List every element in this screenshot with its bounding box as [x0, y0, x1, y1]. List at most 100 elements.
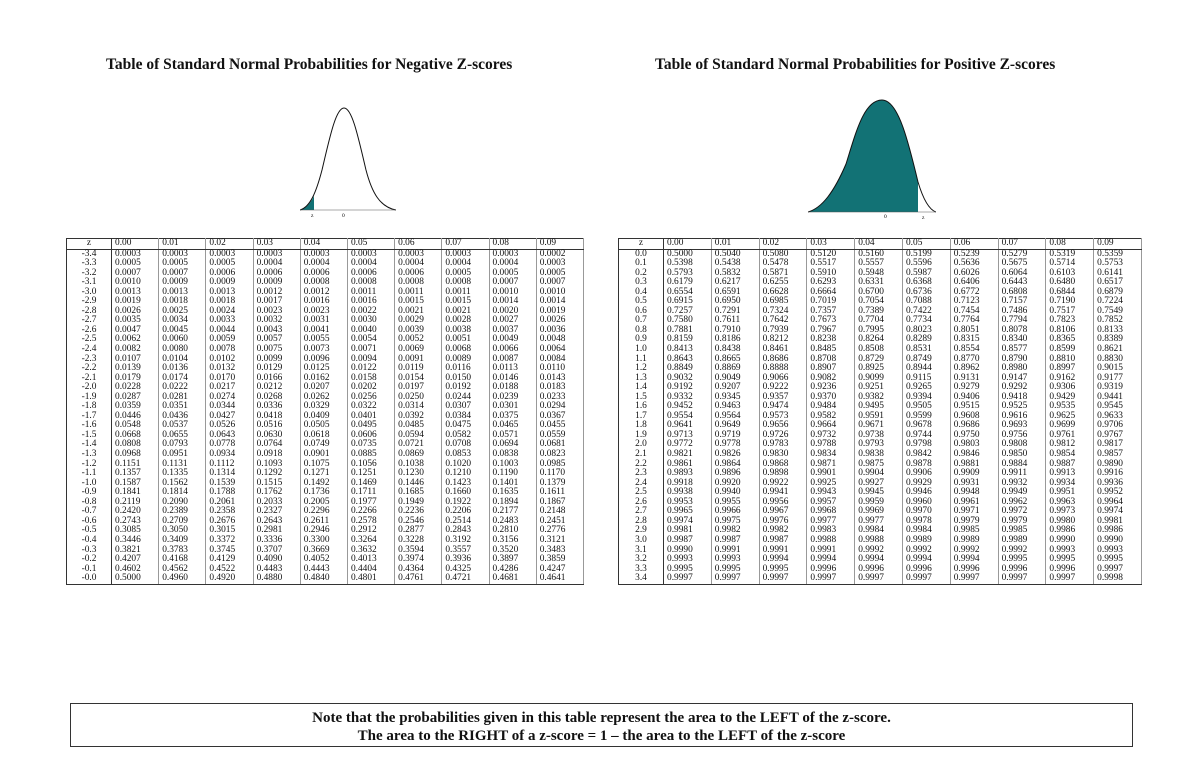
probability-cell: 0.9418	[998, 392, 1047, 403]
table-row: 1.2 0.8849 0.8869 0.8888 0.8907 0.8925 0.8944 0…	[618, 364, 1142, 374]
z-value-cell: 1.4	[618, 383, 664, 393]
probability-cell: 0.0068	[441, 344, 490, 355]
table-row: 1.9 0.9713 0.9719 0.9726 0.9732 0.9738 0.9744 0…	[618, 430, 1142, 441]
probability-cell: 0.0918	[253, 449, 301, 460]
probability-cell: 0.0040	[347, 325, 396, 336]
probability-cell: 0.9265	[902, 383, 951, 393]
table-row: 1.4 0.9192 0.9207 0.9222 0.9236 0.9251 0.9265 0…	[618, 383, 1142, 393]
probability-cell: 0.0041	[300, 325, 348, 336]
probability-cell: 0.9838	[854, 449, 903, 460]
probability-cell: 0.1635	[489, 488, 537, 498]
z-value-cell: -2.6	[66, 325, 112, 336]
probability-cell: 0.3557	[441, 545, 490, 556]
probability-cell: 0.0047	[111, 325, 160, 336]
probability-cell: 0.9955	[711, 497, 760, 508]
z-value-cell: -2.4	[66, 344, 112, 355]
probability-cell: 0.0013	[205, 287, 254, 298]
probability-cell: 0.9964	[1093, 497, 1142, 508]
probability-cell: 0.0778	[205, 440, 254, 451]
probability-cell: 0.0062	[111, 335, 160, 346]
probability-cell: 0.0004	[300, 259, 348, 269]
probability-cell: 0.8485	[806, 344, 856, 355]
probability-cell: 0.9904	[854, 469, 903, 479]
probability-cell: 0.0526	[205, 421, 254, 431]
probability-cell: 0.0643	[205, 430, 254, 441]
probability-cell: 0.7019	[806, 297, 856, 307]
probability-cell: 0.0694	[489, 440, 537, 451]
probability-cell: 0.9993	[1093, 545, 1142, 556]
table-row: -0.3 0.3821 0.3783 0.3745 0.3707 0.3669 0.3632…	[66, 545, 585, 556]
probability-cell: 0.3264	[347, 535, 396, 546]
probability-cell: 0.9991	[711, 545, 760, 556]
probability-cell: 0.5636	[950, 259, 999, 269]
probability-cell: 0.0618	[300, 430, 348, 441]
probability-cell: 0.0594	[394, 430, 443, 441]
probability-cell: 0.5753	[1093, 259, 1142, 269]
probability-cell: 0.7291	[711, 306, 760, 317]
probability-cell: 0.1492	[300, 478, 348, 489]
probability-cell: 0.2643	[253, 516, 301, 527]
probability-cell: 0.1093	[253, 459, 301, 470]
probability-cell: 0.6293	[806, 278, 856, 288]
z-value-cell: 0.4	[618, 287, 664, 298]
probability-cell: 0.8729	[854, 354, 903, 365]
probability-cell: 0.9082	[806, 373, 856, 384]
probability-cell: 0.0006	[347, 268, 396, 279]
probability-cell: 0.0057	[253, 335, 301, 346]
probability-cell: 0.5000	[663, 249, 712, 260]
z-value-cell: -3.0	[66, 287, 112, 298]
z-value-cell: 3.0	[618, 535, 664, 546]
probability-cell: 0.9989	[998, 535, 1047, 546]
probability-cell: 0.9979	[950, 516, 999, 527]
probability-cell: 0.9713	[663, 430, 712, 441]
probability-cell: 0.3897	[489, 554, 537, 565]
probability-cell: 0.0016	[300, 297, 348, 307]
probability-cell: 0.9979	[998, 516, 1047, 527]
z-value-cell: 1.0	[618, 344, 664, 355]
z-value-cell: 1.3	[618, 373, 664, 384]
z-value-cell: -3.3	[66, 259, 112, 269]
probability-cell: 0.9744	[902, 430, 951, 441]
probability-cell: 0.7257	[663, 306, 712, 317]
probability-cell: 0.9997	[711, 573, 760, 585]
probability-cell: 0.8643	[663, 354, 712, 365]
table-row: 0.8 0.7881 0.7910 0.7939 0.7967 0.7995 0.8023 0…	[618, 325, 1142, 336]
probability-cell: 0.2061	[205, 497, 254, 508]
probability-cell: 0.3745	[205, 545, 254, 556]
z-value-cell: -2.7	[66, 316, 112, 326]
probability-cell: 0.0003	[394, 249, 443, 260]
probability-cell: 0.1762	[253, 488, 301, 498]
probability-cell: 0.9767	[1093, 430, 1142, 441]
probability-cell: 0.0192	[441, 383, 490, 393]
probability-cell: 0.0080	[158, 344, 207, 355]
probability-cell: 0.0010	[489, 287, 537, 298]
probability-cell: 0.0029	[394, 316, 443, 326]
probability-cell: 0.1292	[253, 469, 301, 479]
probability-cell: 0.0023	[300, 306, 348, 317]
probability-cell: 0.7157	[998, 297, 1047, 307]
probability-cell: 0.2843	[441, 526, 490, 536]
probability-cell: 0.9826	[711, 449, 760, 460]
probability-cell: 0.9207	[711, 383, 760, 393]
probability-cell: 0.2005	[300, 497, 348, 508]
probability-cell: 0.1075	[300, 459, 348, 470]
probability-cell: 0.2676	[205, 516, 254, 527]
probability-cell: 0.9706	[1093, 421, 1142, 431]
probability-cell: 0.9641	[663, 421, 712, 431]
z-value-cell: -1.2	[66, 459, 112, 470]
probability-cell: 0.3821	[111, 545, 160, 556]
probability-cell: 0.9945	[854, 488, 903, 498]
probability-cell: 0.9953	[663, 497, 712, 508]
probability-cell: 0.9982	[711, 526, 760, 536]
probability-cell: 0.9394	[902, 392, 951, 403]
probability-cell: 0.6443	[998, 278, 1047, 288]
probability-cell: 0.2946	[300, 526, 348, 536]
probability-cell: 0.9821	[663, 449, 712, 460]
probability-cell: 0.5120	[806, 249, 856, 260]
decimal-column-header: 0.01	[711, 238, 760, 250]
probability-cell: 0.3783	[158, 545, 207, 556]
z-value-cell: -0.4	[66, 535, 112, 546]
probability-cell: 0.3446	[111, 535, 160, 546]
probability-cell: 0.9980	[1045, 516, 1095, 527]
decimal-column-header: 0.03	[806, 238, 856, 250]
